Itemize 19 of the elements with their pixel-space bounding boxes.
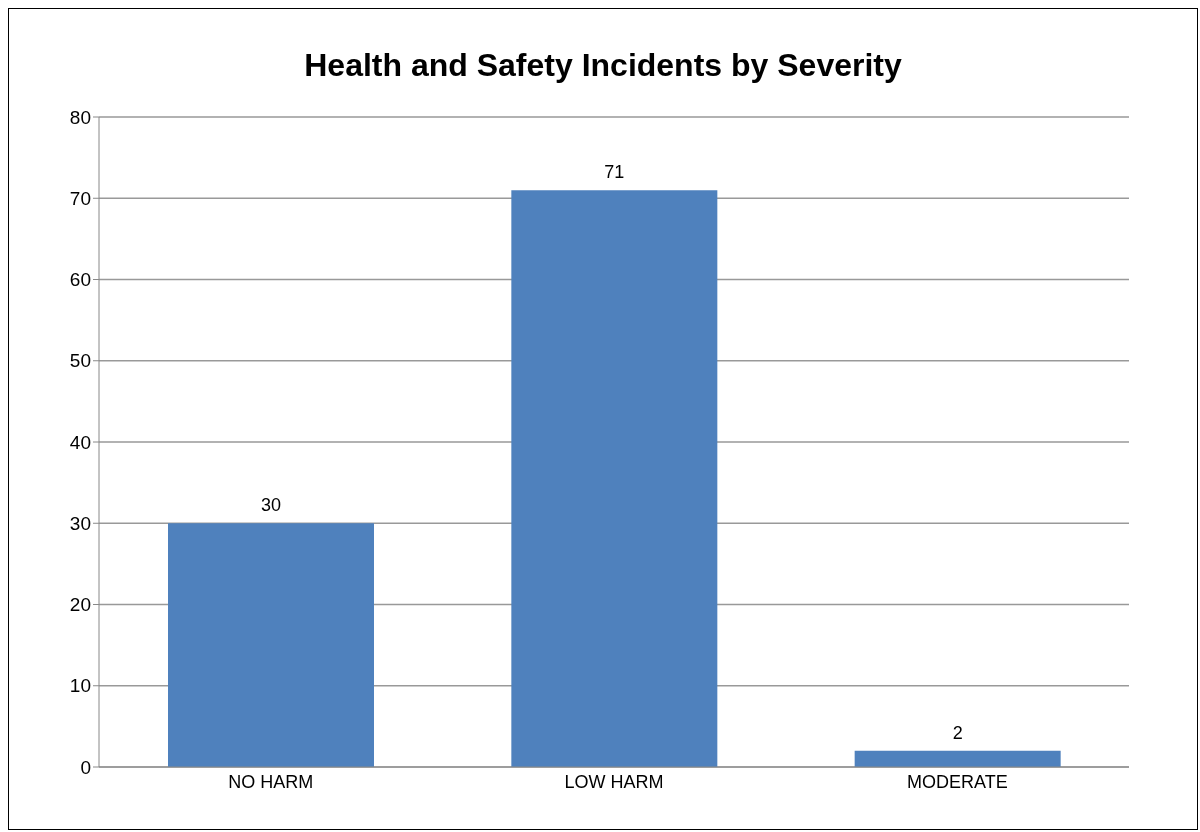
y-tick-label: 60 xyxy=(69,269,91,291)
y-tick-label: 50 xyxy=(69,350,91,372)
bar xyxy=(168,523,374,767)
x-tick-label: NO HARM xyxy=(228,771,314,792)
y-tick-label: 0 xyxy=(80,756,91,778)
y-tick-label: 30 xyxy=(69,512,91,534)
y-tick-label: 10 xyxy=(69,675,91,697)
y-tick-label: 80 xyxy=(69,106,91,128)
data-label: 2 xyxy=(952,722,963,743)
bar xyxy=(854,750,1061,767)
data-label: 30 xyxy=(260,495,282,516)
x-tick-label: LOW HARM xyxy=(564,771,664,792)
y-tick-label: 20 xyxy=(69,594,91,616)
y-tick-label: 70 xyxy=(69,187,91,209)
chart-title: Health and Safety Incidents by Severity xyxy=(303,47,903,85)
bar xyxy=(511,190,718,767)
y-tick-label: 40 xyxy=(69,431,91,453)
x-tick-label: MODERATE xyxy=(907,771,1008,792)
data-label: 71 xyxy=(604,162,625,183)
